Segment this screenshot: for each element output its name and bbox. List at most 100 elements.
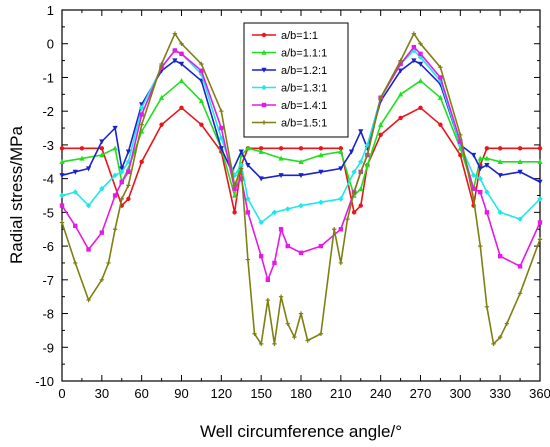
data-point — [159, 122, 164, 127]
data-point — [358, 203, 363, 208]
data-point — [497, 254, 503, 259]
legend-marker — [261, 32, 267, 38]
data-point — [119, 169, 125, 175]
data-point — [504, 321, 510, 326]
data-point — [517, 169, 523, 175]
data-point — [318, 331, 324, 336]
x-tick-label: 150 — [250, 386, 272, 401]
data-point — [86, 247, 91, 252]
data-point — [219, 125, 224, 131]
data-point — [59, 173, 65, 179]
legend-marker — [261, 84, 267, 91]
data-point — [59, 220, 65, 225]
data-point — [458, 132, 463, 137]
data-point — [417, 78, 424, 84]
data-point — [537, 146, 543, 151]
data-point — [138, 105, 145, 111]
legend-marker — [261, 49, 267, 55]
data-point — [158, 94, 165, 100]
data-point — [537, 158, 543, 164]
data-point — [278, 294, 284, 299]
data-point — [484, 210, 490, 215]
legend-label: a/b=1.2:1 — [281, 65, 327, 77]
data-point — [278, 227, 284, 232]
data-point — [258, 341, 264, 347]
data-point — [112, 227, 118, 232]
data-point — [245, 210, 251, 215]
data-point — [351, 210, 357, 215]
data-point — [471, 196, 476, 202]
data-point — [85, 166, 92, 172]
data-point — [351, 169, 357, 175]
data-point — [438, 75, 443, 80]
data-point — [126, 169, 131, 175]
data-point — [298, 202, 304, 209]
data-point — [198, 98, 205, 104]
data-point — [497, 173, 503, 179]
data-point — [86, 297, 91, 303]
x-tick-label: 0 — [58, 386, 65, 401]
data-point — [351, 189, 357, 195]
legend-label: a/b=1.4:1 — [281, 100, 327, 112]
data-point — [318, 243, 324, 249]
x-tick-label: 30 — [95, 386, 109, 401]
data-point — [484, 146, 490, 151]
data-point — [159, 65, 164, 70]
data-point — [484, 189, 490, 195]
data-point — [298, 173, 304, 179]
data-point — [265, 277, 271, 283]
x-axis-title: Well circumference angle/° — [200, 422, 402, 441]
data-point — [239, 166, 244, 171]
data-point — [338, 196, 344, 202]
legend-label: a/b=1.3:1 — [281, 83, 327, 95]
y-axis-title: Radial stress/MPa — [7, 125, 26, 263]
data-point — [364, 162, 370, 168]
axis-ticks — [61, 9, 541, 382]
legend: a/b=1:1 a/b=1.1:1 a/b=1.2:1 a/b=1.3:1 a/b=1.… — [243, 22, 349, 138]
data-point — [245, 162, 251, 168]
data-point — [125, 159, 132, 165]
y-tick-label: 0 — [47, 37, 54, 52]
data-point — [517, 158, 523, 164]
data-point — [218, 146, 224, 152]
legend-entry: a/b=1:1 — [252, 30, 318, 42]
y-tick-label: -8 — [42, 307, 54, 322]
x-tick-labels: 0 30 60 90 120 150 180 210 240 270 300 330 360 — [58, 386, 550, 401]
data-point — [99, 139, 105, 145]
series-layer — [59, 31, 543, 347]
legend-entry: a/b=1.5:1 — [252, 118, 327, 130]
data-point — [417, 54, 424, 60]
data-point — [298, 158, 304, 164]
data-point — [338, 260, 344, 266]
data-point — [238, 149, 244, 155]
data-point — [345, 216, 350, 222]
data-point — [458, 139, 463, 144]
legend-label: a/b=1:1 — [281, 30, 318, 42]
data-point — [418, 105, 423, 111]
data-point — [418, 41, 423, 46]
data-point — [265, 297, 271, 303]
data-point — [99, 277, 105, 283]
data-point — [178, 61, 185, 67]
legend-entry: a/b=1.2:1 — [252, 65, 327, 77]
legend-marker — [261, 67, 267, 73]
data-point — [285, 206, 291, 212]
data-point — [199, 122, 204, 127]
y-tick-label: -6 — [42, 239, 54, 254]
x-tick-label: 210 — [330, 386, 352, 401]
data-point — [59, 158, 65, 164]
data-point — [298, 146, 304, 151]
data-point — [537, 237, 543, 242]
data-point — [537, 179, 543, 185]
data-point — [364, 142, 371, 148]
data-point — [398, 115, 403, 121]
data-point — [338, 166, 344, 172]
data-point — [139, 122, 144, 127]
data-point — [245, 196, 251, 202]
data-point — [258, 148, 264, 154]
data-point — [85, 202, 92, 209]
data-point — [338, 227, 344, 232]
data-point — [517, 291, 523, 296]
x-tick-label: 360 — [529, 386, 550, 401]
